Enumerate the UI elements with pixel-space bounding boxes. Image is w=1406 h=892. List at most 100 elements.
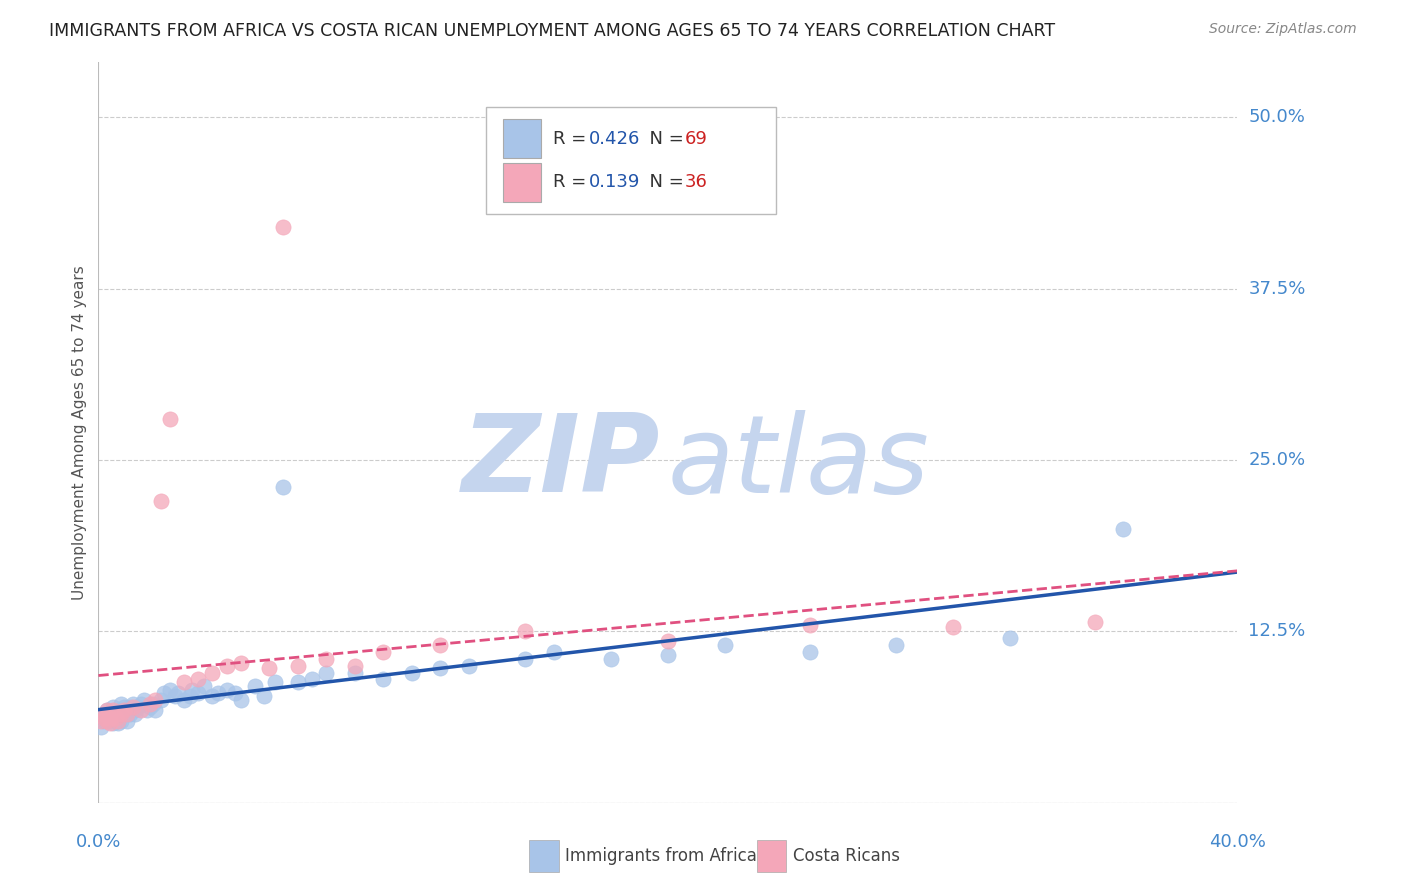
Point [229,656,252,670]
Point [942,620,965,634]
Text: 50.0%: 50.0% [1249,108,1305,127]
Point [884,638,907,652]
Point [104,711,127,725]
Point [115,702,138,716]
FancyBboxPatch shape [485,107,776,214]
Point [121,699,143,714]
Point [229,693,252,707]
Point [138,699,160,714]
Point [401,665,423,680]
Point [429,661,451,675]
Point [93,714,115,728]
Point [124,702,146,716]
Point [98,706,121,721]
Point [127,699,149,714]
Point [101,699,124,714]
Point [657,634,679,648]
Point [145,702,167,716]
Text: 36: 36 [685,173,707,192]
Point [129,702,152,716]
Text: IMMIGRANTS FROM AFRICA VS COSTA RICAN UNEMPLOYMENT AMONG AGES 65 TO 74 YEARS COR: IMMIGRANTS FROM AFRICA VS COSTA RICAN UN… [49,22,1056,40]
Point [150,494,173,508]
Text: 40.0%: 40.0% [1209,833,1265,851]
Point [287,675,309,690]
Point [215,658,238,673]
FancyBboxPatch shape [529,840,558,872]
Point [121,697,143,711]
Text: 0.139: 0.139 [589,173,641,192]
Point [138,697,160,711]
Point [657,648,679,662]
Text: 25.0%: 25.0% [1249,451,1306,469]
Text: R =: R = [553,129,592,148]
Point [96,714,118,728]
Point [799,617,821,632]
Point [998,632,1021,646]
Point [135,702,157,716]
Point [159,683,181,698]
Point [215,683,238,698]
Text: 12.5%: 12.5% [1249,623,1306,640]
Point [243,679,266,693]
Point [101,711,124,725]
Point [287,658,309,673]
Point [173,693,195,707]
Point [101,702,124,716]
Point [129,697,152,711]
Point [132,693,155,707]
Point [98,711,121,725]
FancyBboxPatch shape [756,840,786,872]
Point [173,675,195,690]
Point [193,679,215,693]
Point [115,714,138,728]
Point [115,706,138,721]
Text: ZIP: ZIP [461,409,659,516]
Point [104,714,127,728]
Point [315,652,337,666]
Point [252,689,274,703]
Point [799,645,821,659]
Point [107,714,129,728]
Point [343,665,366,680]
Text: Source: ZipAtlas.com: Source: ZipAtlas.com [1209,22,1357,37]
Text: Immigrants from Africa: Immigrants from Africa [565,847,758,865]
Point [110,697,132,711]
Point [153,686,176,700]
Point [118,706,141,721]
Text: N =: N = [638,129,690,148]
Text: atlas: atlas [668,409,929,515]
Point [515,652,537,666]
Point [273,480,295,494]
Point [515,624,537,639]
Point [315,665,337,680]
Point [124,706,146,721]
Point [201,665,224,680]
Text: 69: 69 [685,129,707,148]
Point [1084,615,1107,629]
Point [457,658,479,673]
Point [600,652,623,666]
Text: 0.426: 0.426 [589,129,641,148]
Text: 0.0%: 0.0% [76,833,121,851]
Point [96,702,118,716]
Text: 37.5%: 37.5% [1249,280,1306,298]
Point [93,711,115,725]
Point [264,675,287,690]
Point [98,714,121,728]
Point [107,706,129,721]
Point [181,683,204,698]
Y-axis label: Unemployment Among Ages 65 to 74 years: Unemployment Among Ages 65 to 74 years [72,265,87,600]
Point [90,720,112,734]
Point [112,702,135,716]
Point [93,706,115,721]
Point [167,686,190,700]
Point [101,716,124,731]
Text: Costa Ricans: Costa Ricans [793,847,900,865]
Point [96,702,118,716]
Point [112,706,135,721]
Point [259,661,281,675]
Point [93,706,115,721]
FancyBboxPatch shape [503,120,541,158]
Point [145,693,167,707]
Point [110,714,132,728]
